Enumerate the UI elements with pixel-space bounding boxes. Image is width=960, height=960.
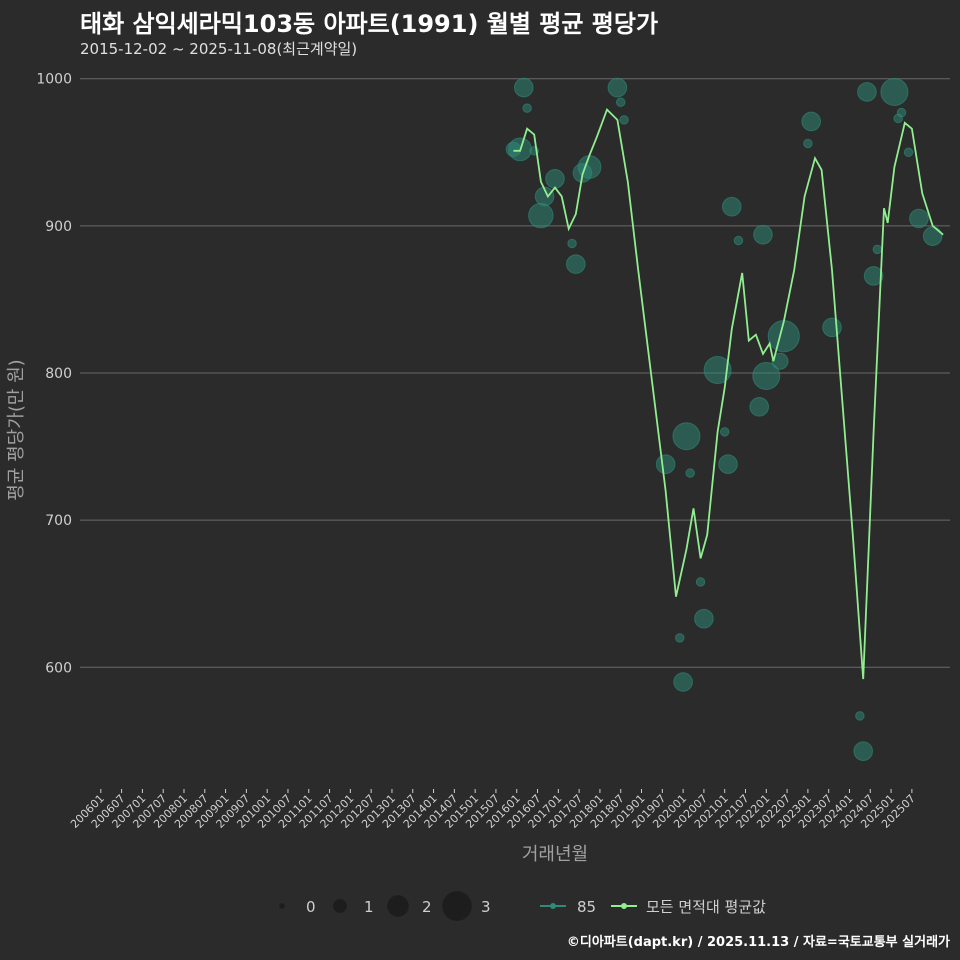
y-tick-label: 700	[45, 513, 72, 529]
data-bubble	[922, 226, 943, 246]
data-bubble	[675, 633, 685, 643]
legend-size-key	[333, 899, 347, 913]
data-bubble	[719, 427, 730, 437]
data-bubble	[752, 361, 781, 390]
legend-series-avg-dot	[621, 903, 627, 909]
chart-title: 태화 삼익세라믹103동 아파트(1991) 월별 평균 평당가	[80, 10, 659, 38]
data-bubble	[855, 711, 865, 721]
bubble-layer	[505, 77, 943, 761]
legend-size-key	[387, 895, 409, 917]
data-bubble	[619, 115, 629, 125]
data-bubble	[545, 168, 565, 189]
data-bubble	[857, 82, 877, 102]
legend-size-label: 2	[422, 898, 432, 916]
legend-size-label: 0	[306, 898, 316, 916]
data-bubble	[685, 468, 695, 478]
data-bubble	[822, 317, 842, 338]
data-bubble	[534, 186, 555, 207]
data-bubble	[753, 224, 773, 245]
legend-size-label: 1	[364, 898, 374, 916]
y-tick-label: 1000	[36, 72, 72, 88]
y-tick-label: 900	[45, 219, 72, 235]
grid-layer	[80, 78, 950, 668]
data-bubble	[880, 77, 909, 106]
data-bubble	[672, 422, 701, 451]
y-axis-title: 평균 평당가(만 원)	[6, 359, 27, 500]
data-bubble	[853, 741, 874, 761]
x-axis-title: 거래년월	[522, 844, 588, 865]
data-bubble	[803, 138, 813, 149]
legend-size-label: 3	[481, 898, 491, 916]
data-bubble	[607, 77, 628, 98]
data-bubble	[872, 244, 883, 255]
data-bubble	[694, 608, 714, 629]
data-bubble	[695, 577, 706, 587]
data-bubble	[703, 356, 732, 385]
data-bubble	[514, 77, 534, 98]
data-bubble	[733, 235, 744, 246]
data-bubble	[528, 202, 554, 229]
data-bubble	[903, 147, 914, 158]
data-bubble	[567, 238, 577, 249]
data-bubble	[718, 454, 738, 475]
data-bubble	[863, 266, 884, 286]
chart-subtitle: 2015-12-02 ~ 2025-11-08(최근계약일)	[80, 40, 358, 58]
data-bubble	[767, 320, 800, 353]
axis-layer: 6007008009001000200601200607200701200707…	[6, 72, 918, 865]
legend-series-85-label: 85	[577, 898, 596, 916]
y-tick-label: 600	[45, 660, 72, 676]
data-bubble	[655, 454, 676, 475]
data-bubble	[721, 196, 742, 217]
data-bubble	[909, 208, 929, 229]
data-bubble	[565, 254, 586, 274]
data-bubble	[771, 352, 789, 370]
data-bubble	[673, 672, 693, 692]
y-tick-label: 800	[45, 366, 72, 382]
average-line	[513, 107, 944, 680]
legend-series-85-dot	[550, 903, 556, 909]
legend-series-avg-label: 모든 면적대 평균값	[646, 898, 766, 916]
legend-size-key	[279, 903, 285, 909]
data-bubble	[801, 111, 822, 132]
data-bubble	[896, 107, 907, 118]
legend-layer: 0 1 2 3 85 모든 면적대 평균값	[279, 891, 766, 921]
data-bubble	[615, 97, 626, 108]
footer-credit: ©디아파트(dapt.kr) / 2025.11.13 / 자료=국토교통부 실…	[566, 935, 950, 950]
data-bubble	[522, 103, 532, 113]
data-bubble	[749, 397, 770, 417]
line-layer	[513, 107, 944, 680]
legend-size-key	[442, 891, 472, 921]
